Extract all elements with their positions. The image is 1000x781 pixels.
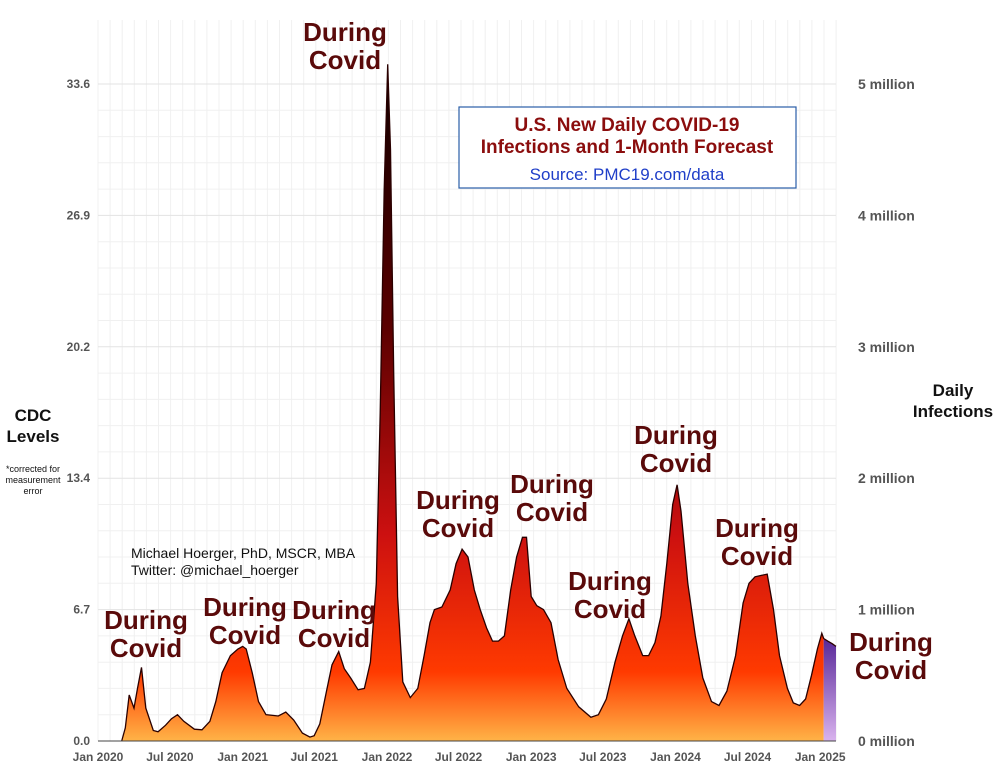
chart-subtitle: Source: PMC19.com/data bbox=[530, 165, 725, 184]
y-right-tick-label: 3 million bbox=[858, 339, 915, 355]
annotation-label: Covid bbox=[110, 633, 182, 663]
x-ticks: Jan 2020 Jul 2020 Jan 2021 Jul 2021 Jan 2022… bbox=[73, 750, 846, 764]
y-left-ticks: 0.0 6.7 13.4 20.2 26.9 33.6 bbox=[67, 77, 91, 748]
x-tick-label: Jul 2024 bbox=[724, 750, 772, 764]
annotation-label: Covid bbox=[309, 45, 381, 75]
annotation-label: During bbox=[416, 485, 500, 515]
annotation-label: Covid bbox=[574, 594, 646, 624]
x-tick-label: Jul 2021 bbox=[291, 750, 339, 764]
y-right-ticks: 0 million 1 million 2 million 3 million 4 mi… bbox=[858, 76, 915, 749]
y-left-tick-label: 13.4 bbox=[67, 471, 91, 485]
chart-title: U.S. New Daily COVID-19 bbox=[515, 115, 740, 136]
annotation-label: Covid bbox=[516, 497, 588, 527]
right-axis-label: Daily Infections bbox=[913, 381, 993, 421]
x-tick-label: Jan 2021 bbox=[217, 750, 268, 764]
credit-line1: Michael Hoerger, PhD, MSCR, MBA bbox=[131, 545, 356, 561]
annotations: DuringCovidDuringCovidDuringCovidDuringC… bbox=[104, 17, 933, 685]
annotation-label: During bbox=[510, 469, 594, 499]
left-axis-label-line2: Levels bbox=[7, 427, 60, 446]
annotation-label: During bbox=[849, 627, 933, 657]
x-tick-label: Jan 2023 bbox=[506, 750, 557, 764]
y-right-tick-label: 5 million bbox=[858, 76, 915, 92]
infections-area bbox=[121, 64, 824, 742]
forecast-area bbox=[823, 638, 836, 741]
y-left-tick-label: 20.2 bbox=[67, 340, 91, 354]
credit: Michael Hoerger, PhD, MSCR, MBA Twitter:… bbox=[131, 545, 356, 578]
left-axis-note-line1: *corrected for bbox=[6, 464, 60, 474]
y-right-tick-label: 2 million bbox=[858, 470, 915, 486]
x-tick-label: Jul 2020 bbox=[146, 750, 194, 764]
x-tick-label: Jan 2022 bbox=[362, 750, 413, 764]
chart-title-line2: Infections and 1-Month Forecast bbox=[481, 137, 774, 158]
left-axis-note-line3: error bbox=[23, 486, 42, 496]
x-tick-label: Jul 2022 bbox=[435, 750, 483, 764]
annotation-label: Covid bbox=[640, 448, 712, 478]
annotation-label: During bbox=[715, 513, 799, 543]
annotation-label: During bbox=[634, 420, 718, 450]
y-left-tick-label: 0.0 bbox=[73, 734, 90, 748]
right-axis-label-line2: Infections bbox=[913, 402, 993, 421]
annotation-label: During bbox=[568, 566, 652, 596]
right-axis-label-line1: Daily bbox=[933, 381, 974, 400]
y-right-tick-label: 0 million bbox=[858, 733, 915, 749]
annotation-label: During bbox=[203, 592, 287, 622]
annotation-label: Covid bbox=[298, 623, 370, 653]
left-axis-note: *corrected for measurement error bbox=[5, 464, 61, 496]
left-axis-label: CDC Levels bbox=[7, 406, 60, 446]
left-axis-note-line2: measurement bbox=[5, 475, 61, 485]
x-tick-label: Jan 2020 bbox=[73, 750, 124, 764]
title-box: U.S. New Daily COVID-19 Infections and 1… bbox=[458, 106, 797, 189]
x-tick-label: Jul 2023 bbox=[579, 750, 627, 764]
y-right-tick-label: 4 million bbox=[858, 207, 915, 223]
annotation-label: Covid bbox=[209, 620, 281, 650]
x-tick-label: Jan 2025 bbox=[795, 750, 846, 764]
plot-area bbox=[121, 64, 837, 742]
annotation-label: During bbox=[303, 17, 387, 47]
annotation-label: Covid bbox=[422, 513, 494, 543]
credit-line2: Twitter: @michael_hoerger bbox=[131, 562, 299, 578]
annotation-label: Covid bbox=[721, 541, 793, 571]
infections-line bbox=[121, 64, 837, 742]
y-left-tick-label: 33.6 bbox=[67, 77, 91, 91]
annotation-label: Covid bbox=[855, 655, 927, 685]
annotation-label: During bbox=[104, 605, 188, 635]
y-left-tick-label: 6.7 bbox=[73, 603, 90, 617]
y-right-tick-label: 1 million bbox=[858, 602, 915, 618]
left-axis-label-line1: CDC bbox=[15, 406, 52, 425]
x-tick-label: Jan 2024 bbox=[650, 750, 701, 764]
y-left-tick-label: 26.9 bbox=[67, 208, 91, 222]
annotation-label: During bbox=[292, 595, 376, 625]
title-box-frame bbox=[458, 106, 797, 189]
